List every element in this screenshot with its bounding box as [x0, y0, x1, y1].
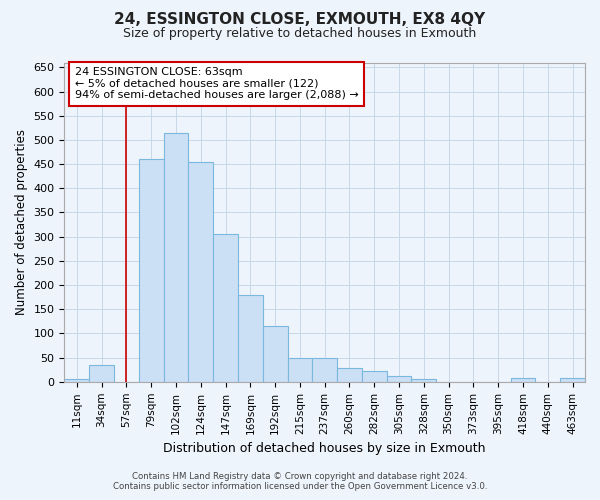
Bar [188, 162, 213, 382]
Bar [362, 371, 386, 382]
Text: Contains HM Land Registry data © Crown copyright and database right 2024.
Contai: Contains HM Land Registry data © Crown c… [113, 472, 487, 491]
Bar [313, 358, 337, 382]
Text: 24, ESSINGTON CLOSE, EXMOUTH, EX8 4QY: 24, ESSINGTON CLOSE, EXMOUTH, EX8 4QY [115, 12, 485, 28]
Bar [263, 326, 287, 382]
Bar [337, 368, 362, 382]
Bar [386, 376, 412, 382]
Bar [238, 294, 263, 382]
Y-axis label: Number of detached properties: Number of detached properties [15, 129, 28, 315]
X-axis label: Distribution of detached houses by size in Exmouth: Distribution of detached houses by size … [163, 442, 486, 455]
Bar [412, 380, 436, 382]
Text: Size of property relative to detached houses in Exmouth: Size of property relative to detached ho… [124, 28, 476, 40]
Bar [511, 378, 535, 382]
Bar [139, 160, 164, 382]
Text: 24 ESSINGTON CLOSE: 63sqm
← 5% of detached houses are smaller (122)
94% of semi-: 24 ESSINGTON CLOSE: 63sqm ← 5% of detach… [75, 68, 359, 100]
Bar [287, 358, 313, 382]
Bar [213, 234, 238, 382]
Bar [560, 378, 585, 382]
Bar [164, 132, 188, 382]
Bar [89, 365, 114, 382]
Bar [64, 380, 89, 382]
